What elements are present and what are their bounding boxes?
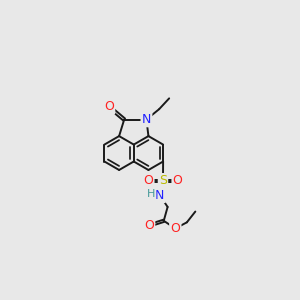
Text: S: S <box>159 174 167 187</box>
Text: O: O <box>104 100 114 113</box>
Text: H: H <box>147 189 156 199</box>
Text: O: O <box>143 174 153 187</box>
Text: O: O <box>144 219 154 232</box>
Text: N: N <box>142 113 151 126</box>
Text: N: N <box>155 189 165 202</box>
Text: O: O <box>173 174 183 187</box>
Text: O: O <box>170 222 180 235</box>
